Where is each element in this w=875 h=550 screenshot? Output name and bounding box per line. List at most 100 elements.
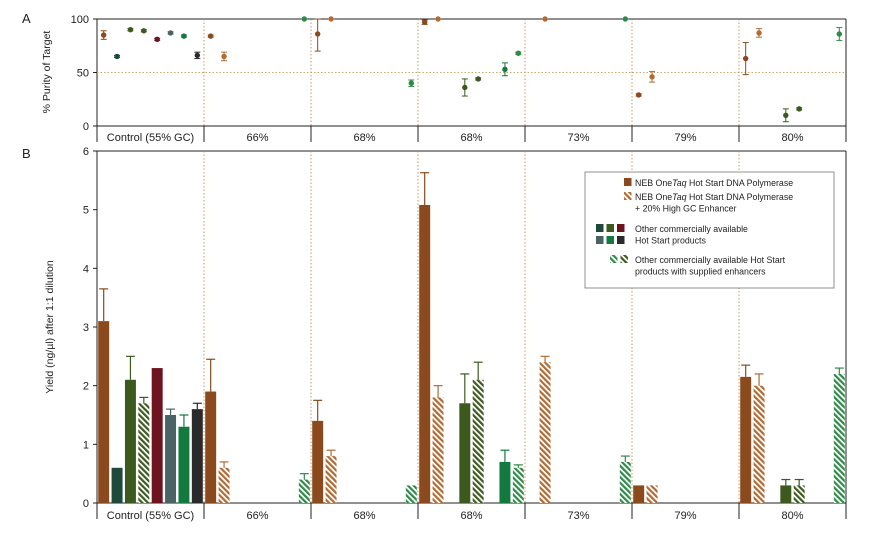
data-point [435, 16, 441, 22]
bar [178, 426, 190, 503]
legend-label-segment: products with supplied enhancers [635, 267, 766, 277]
legend-label-segment: Other commercially available [635, 224, 748, 234]
bar [633, 485, 645, 503]
legend-swatch [617, 224, 625, 232]
bar [512, 467, 524, 503]
bar [111, 467, 123, 503]
panel-b-y-axis-title: Yield (ng/µl) after 1:1 dilution [44, 260, 56, 394]
legend-swatch [617, 236, 625, 244]
data-point [314, 31, 321, 37]
data-point [100, 32, 107, 38]
data-point [462, 84, 468, 91]
bar [619, 461, 631, 503]
legend-swatch [606, 236, 614, 244]
data-point [742, 55, 749, 62]
bar [191, 409, 203, 503]
bar [740, 376, 752, 503]
legend-label: Hot Start products [635, 236, 706, 246]
legend-label-segment: Other commercially available Hot Start [635, 255, 786, 265]
legend-swatch [624, 178, 632, 186]
legend-label-segment: Hot Start DNA Polymerase [687, 192, 794, 202]
y-tick-label: 4 [83, 263, 89, 275]
legend-label-segment: NEB One [635, 178, 672, 188]
data-point [181, 33, 187, 39]
legend-label: Other commercially available Hot Start [635, 255, 786, 265]
bar [138, 403, 150, 503]
legend-label-segment: Hot Start products [635, 236, 706, 246]
bar [325, 456, 337, 503]
data-point [635, 92, 642, 98]
category-label: 73% [567, 510, 589, 522]
panel-a-y-axis-title: % Purity of Target [41, 31, 53, 114]
bar [419, 204, 431, 503]
data-point [207, 33, 214, 39]
bar [780, 485, 792, 503]
legend-label-segment: NEB One [635, 192, 672, 202]
y-tick-label: 6 [83, 146, 89, 158]
bar [151, 368, 163, 503]
bar [539, 362, 551, 503]
bar [298, 479, 310, 503]
category-label: Control (55% GC) [107, 510, 194, 522]
data-point [542, 16, 548, 22]
legend-swatch [620, 255, 628, 263]
category-label: 68% [460, 132, 482, 144]
legend-label-segment: Taq [672, 192, 686, 202]
panel-b-yield-chart: 0 1 2 3 4 5 6 Control (55% GC) 66% 68% 68% 73% 79% 80… [83, 146, 847, 522]
bar [753, 385, 765, 503]
bar [165, 415, 177, 503]
data-point [127, 27, 134, 33]
bar [98, 321, 110, 503]
bar [793, 485, 805, 503]
legend-box [584, 171, 835, 289]
y-tick-label: 50 [77, 68, 89, 80]
legend-label: NEB OneTaq Hot Start DNA Polymerase [635, 178, 793, 188]
category-label: 79% [674, 132, 696, 144]
data-point [114, 53, 120, 60]
data-point [836, 31, 843, 37]
legend-label: Other commercially available [635, 224, 748, 234]
data-point [756, 30, 762, 36]
data-point [167, 30, 174, 36]
panel-a-purity-chart: 0 50 100 Control (55% GC) 66% 68% 68% 73% 79% 80% [71, 14, 847, 144]
data-point [408, 80, 415, 86]
legend-label: + 20% High GC Enhancer [635, 204, 737, 214]
data-point [301, 16, 308, 22]
category-label: 80% [781, 132, 803, 144]
data-point [221, 53, 227, 60]
y-tick-label: 0 [83, 121, 89, 133]
category-label: 66% [246, 510, 268, 522]
legend-swatch [596, 236, 604, 244]
category-label: 66% [246, 132, 268, 144]
category-label: 68% [353, 510, 375, 522]
y-tick-label: 100 [71, 14, 89, 26]
data-point [515, 50, 522, 56]
data-point [622, 16, 629, 22]
data-point [649, 74, 655, 80]
data-point [328, 16, 334, 22]
category-label: 68% [353, 132, 375, 144]
category-label: Control (55% GC) [107, 132, 194, 144]
bar [218, 467, 230, 503]
bar [833, 373, 845, 503]
y-tick-label: 0 [83, 498, 89, 510]
data-point [475, 76, 481, 82]
data-point [154, 36, 160, 43]
category-label: 68% [460, 510, 482, 522]
legend-swatch [606, 224, 614, 232]
bar [432, 397, 444, 503]
bar [405, 485, 417, 503]
data-point [796, 106, 802, 112]
legend-label: products with supplied enhancers [635, 267, 766, 277]
data-point [421, 19, 428, 25]
category-label: 73% [567, 132, 589, 144]
y-tick-label: 2 [83, 381, 89, 393]
panel-a-letter: A [22, 11, 31, 26]
category-label: 79% [674, 510, 696, 522]
legend-label-segment: Hot Start DNA Polymerase [687, 178, 794, 188]
panel-b-letter: B [22, 146, 31, 161]
data-point [502, 66, 508, 72]
